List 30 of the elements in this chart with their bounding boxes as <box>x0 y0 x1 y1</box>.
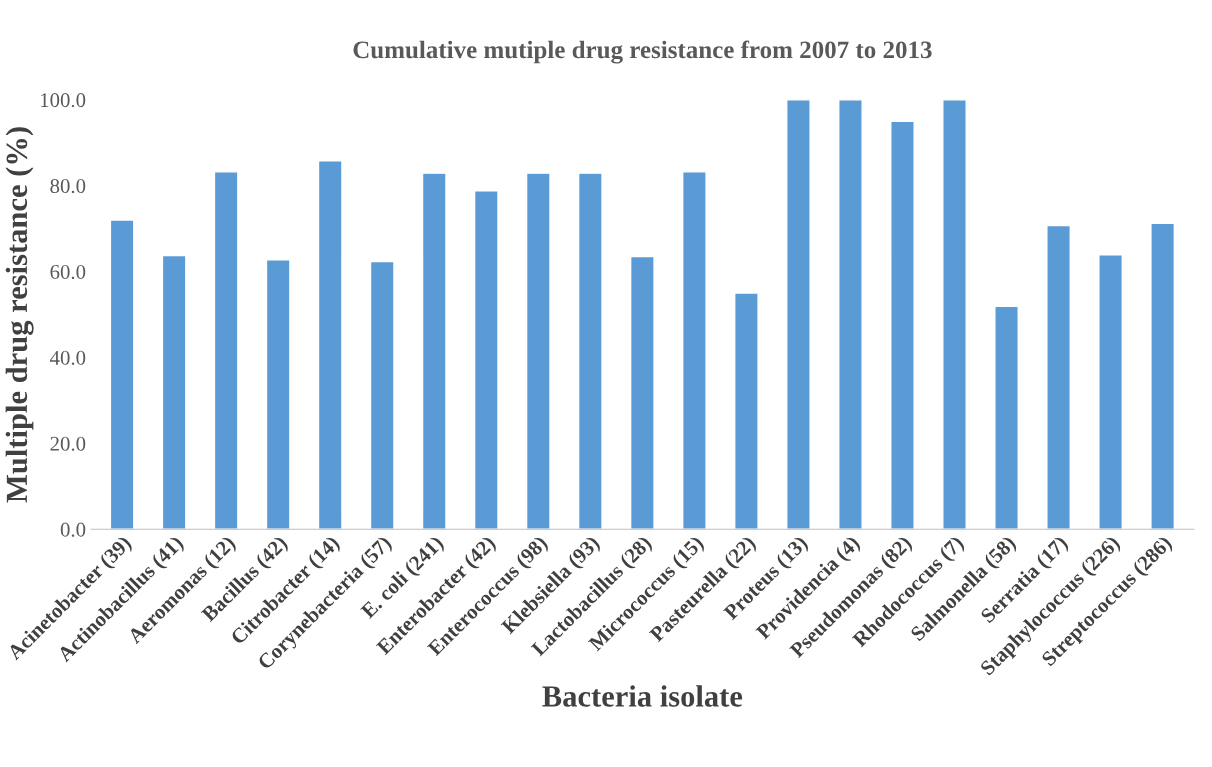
bar <box>942 99 967 530</box>
bar <box>838 99 863 530</box>
bar <box>1150 222 1176 530</box>
bar <box>525 172 551 530</box>
chart-title: Cumulative mutiple drug resistance from 2007 to 2013 <box>353 40 932 64</box>
bar <box>629 255 655 530</box>
bar <box>994 305 1019 530</box>
bar <box>890 120 915 530</box>
bar <box>109 219 135 530</box>
bar <box>265 259 291 530</box>
bar <box>213 171 239 530</box>
bar <box>161 254 187 530</box>
bar <box>1098 254 1123 530</box>
bar <box>473 190 499 530</box>
x-axis-title: Bacteria isolate <box>542 685 743 707</box>
bar <box>786 99 811 530</box>
bar <box>734 292 759 530</box>
bar <box>369 260 395 530</box>
y-tick-label: 40.0 <box>49 350 86 365</box>
bar <box>421 172 447 530</box>
y-tick-label: 20.0 <box>50 436 86 451</box>
y-tick-label: 0.0 <box>60 522 86 537</box>
y-tick-label: 60.0 <box>50 264 86 280</box>
y-axis-title: Multiple drug resistance (%) <box>5 127 34 503</box>
bar <box>681 171 707 530</box>
bar <box>1046 224 1071 530</box>
bar <box>317 160 343 530</box>
y-tick-label: 100.0 <box>41 93 86 108</box>
y-tick-label: 80.0 <box>50 178 86 194</box>
bar <box>577 172 603 530</box>
